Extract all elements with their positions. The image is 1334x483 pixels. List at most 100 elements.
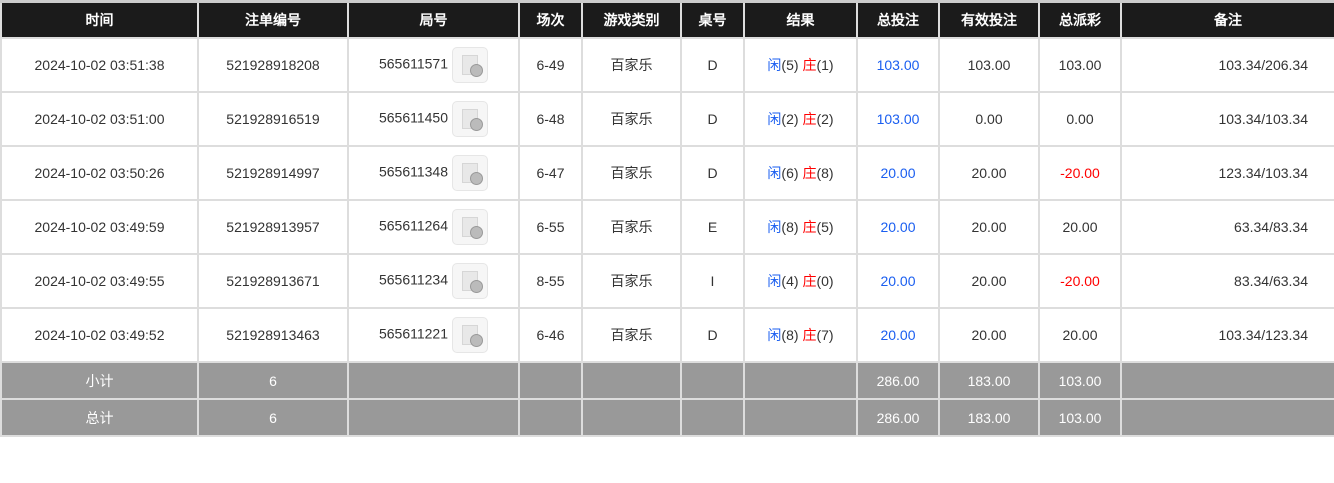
total-label: 总计: [0, 398, 199, 437]
empty-cell: [581, 398, 682, 437]
game-type: 百家乐: [581, 253, 682, 309]
player-label: 闲: [767, 111, 782, 127]
total-total-bet: 286.00: [856, 398, 940, 437]
empty-cell: [743, 361, 858, 400]
total-bet: 20.00: [856, 307, 940, 363]
round-cell: 565611571: [347, 37, 520, 93]
total-bet: 103.00: [856, 37, 940, 93]
banker-label: 庄: [802, 165, 817, 181]
column-header: 场次: [518, 0, 583, 39]
empty-cell: [347, 398, 520, 437]
game-type: 百家乐: [581, 91, 682, 147]
round-number: 565611221: [378, 325, 449, 342]
session: 6-49: [518, 37, 583, 93]
session: 6-48: [518, 91, 583, 147]
valid-bet: 103.00: [938, 37, 1040, 93]
player-label: 闲: [767, 219, 782, 235]
subtotal-total-bet: 286.00: [856, 361, 940, 400]
banker-label: 庄: [802, 111, 817, 127]
total-bet: 20.00: [856, 145, 940, 201]
bet-time: 2024-10-02 03:49:55: [0, 253, 199, 309]
total-bet: 20.00: [856, 199, 940, 255]
video-replay-icon[interactable]: [452, 101, 489, 137]
table-number: E: [680, 199, 745, 255]
valid-bet: 20.00: [938, 253, 1040, 309]
round-cell: 565611264: [347, 199, 520, 255]
round-number: 565611348: [378, 163, 449, 180]
table-header: 时间 注单编号 局号 场次 游戏类别 桌号 结果 总投注 有效投注 总派彩 备注: [0, 0, 1334, 39]
column-header: 总投注: [856, 0, 940, 39]
banker-score: (0): [816, 273, 834, 289]
column-header: 有效投注: [938, 0, 1040, 39]
table-number: D: [680, 307, 745, 363]
result: 闲(5) 庄(1): [743, 37, 858, 93]
bet-time: 2024-10-02 03:51:38: [0, 37, 199, 93]
session: 6-47: [518, 145, 583, 201]
empty-cell: [518, 361, 583, 400]
total-payout: 103.00: [1038, 398, 1122, 437]
empty-cell: [680, 361, 745, 400]
video-replay-icon[interactable]: [452, 317, 489, 353]
round-number: 565611234: [378, 271, 449, 288]
banker-score: (1): [816, 57, 834, 73]
payout: 103.00: [1038, 37, 1122, 93]
column-header: 游戏类别: [581, 0, 682, 39]
note: 123.34/103.34: [1120, 145, 1334, 201]
banker-score: (7): [816, 327, 834, 343]
payout: -20.00: [1038, 145, 1122, 201]
bet-id: 521928913671: [197, 253, 349, 309]
session: 6-46: [518, 307, 583, 363]
table-row: 2024-10-02 03:49:55 521928913671 5656112…: [0, 253, 1334, 309]
round-number: 565611571: [378, 55, 449, 72]
empty-cell: [743, 398, 858, 437]
video-replay-icon[interactable]: [452, 263, 489, 299]
column-header: 备注: [1120, 0, 1334, 39]
player-score: (6): [781, 165, 799, 181]
banker-label: 庄: [802, 273, 817, 289]
banker-label: 庄: [802, 57, 817, 73]
player-label: 闲: [767, 273, 782, 289]
empty-cell: [347, 361, 520, 400]
subtotal-row: 小计 6 286.00 183.00 103.00: [0, 361, 1334, 400]
video-replay-icon[interactable]: [452, 209, 489, 245]
result: 闲(8) 庄(7): [743, 307, 858, 363]
banker-score: (8): [816, 165, 834, 181]
column-header: 桌号: [680, 0, 745, 39]
bet-time: 2024-10-02 03:49:52: [0, 307, 199, 363]
video-replay-icon[interactable]: [452, 47, 489, 83]
total-bet: 20.00: [856, 253, 940, 309]
empty-cell: [1120, 398, 1334, 437]
subtotal-payout: 103.00: [1038, 361, 1122, 400]
total-row: 总计 6 286.00 183.00 103.00: [0, 398, 1334, 437]
table-number: I: [680, 253, 745, 309]
total-valid-bet: 183.00: [938, 398, 1040, 437]
player-label: 闲: [767, 57, 782, 73]
video-replay-icon[interactable]: [452, 155, 489, 191]
player-score: (8): [781, 327, 799, 343]
game-type: 百家乐: [581, 199, 682, 255]
session: 6-55: [518, 199, 583, 255]
total-bet: 103.00: [856, 91, 940, 147]
game-type: 百家乐: [581, 145, 682, 201]
note: 103.34/123.34: [1120, 307, 1334, 363]
column-header: 总派彩: [1038, 0, 1122, 39]
payout: 0.00: [1038, 91, 1122, 147]
result: 闲(2) 庄(2): [743, 91, 858, 147]
game-type: 百家乐: [581, 307, 682, 363]
note: 63.34/83.34: [1120, 199, 1334, 255]
table-row: 2024-10-02 03:49:52 521928913463 5656112…: [0, 307, 1334, 363]
player-label: 闲: [767, 327, 782, 343]
session: 8-55: [518, 253, 583, 309]
empty-cell: [581, 361, 682, 400]
bet-id: 521928913957: [197, 199, 349, 255]
note: 103.34/206.34: [1120, 37, 1334, 93]
round-cell: 565611221: [347, 307, 520, 363]
bet-id: 521928913463: [197, 307, 349, 363]
bet-time: 2024-10-02 03:51:00: [0, 91, 199, 147]
empty-cell: [518, 398, 583, 437]
game-type: 百家乐: [581, 37, 682, 93]
subtotal-label: 小计: [0, 361, 199, 400]
subtotal-count: 6: [197, 361, 349, 400]
column-header: 局号: [347, 0, 520, 39]
payout: 20.00: [1038, 307, 1122, 363]
